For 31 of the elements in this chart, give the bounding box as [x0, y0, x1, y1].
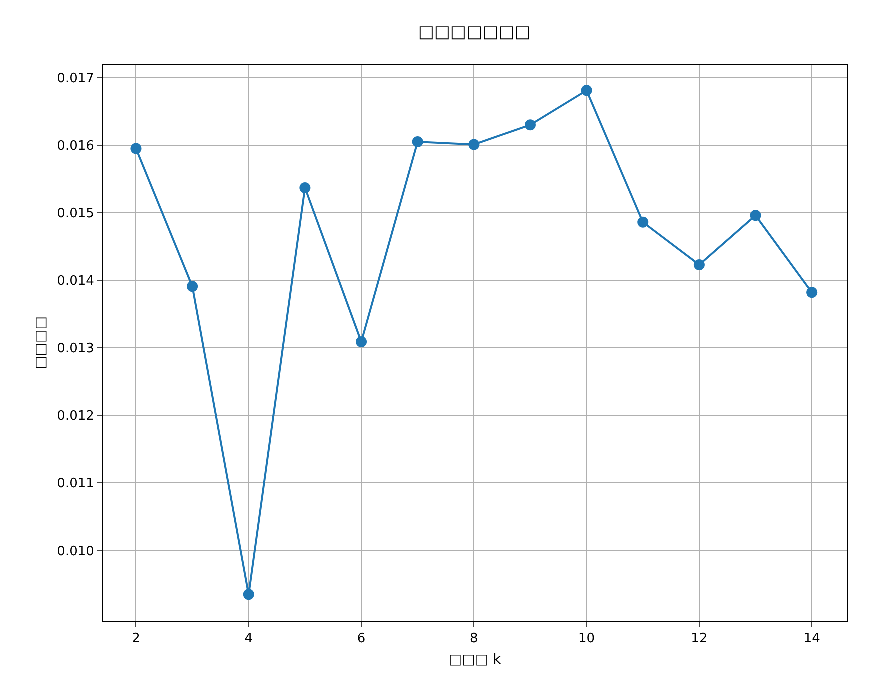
- point: [412, 136, 424, 148]
- point: [130, 143, 142, 154]
- point: [356, 336, 368, 348]
- point: [468, 139, 480, 150]
- point: [187, 281, 198, 292]
- y-tick-label: 0.015: [57, 206, 94, 222]
- y-tick-label: 0.017: [57, 71, 94, 86]
- point: [638, 216, 649, 228]
- point: [806, 287, 818, 298]
- y-tick-label: 0.013: [57, 342, 94, 357]
- y-tick-label: 0.014: [57, 274, 94, 290]
- x-tick-label: 4: [244, 632, 254, 647]
- x-tick-label: 10: [578, 632, 596, 647]
- y-tick-label: 0.010: [57, 544, 94, 560]
- point: [750, 210, 762, 222]
- chart-title: □□□□□□□: [418, 22, 531, 42]
- x-axis-title: □□□ k: [448, 652, 502, 668]
- y-tick-label: 0.011: [57, 476, 94, 492]
- x-tick-label: 12: [691, 632, 708, 647]
- x-tick-label: 14: [804, 632, 820, 647]
- x-tick-label: 6: [357, 632, 366, 647]
- y-tick-label: 0.016: [57, 138, 94, 154]
- point: [243, 589, 254, 600]
- x-tick-label: 2: [132, 632, 140, 647]
- point: [581, 85, 592, 96]
- x-tick-label: 8: [470, 632, 478, 647]
- y-tick-label: 0.012: [57, 409, 94, 424]
- point: [694, 259, 705, 270]
- point: [524, 120, 536, 131]
- point: [300, 182, 311, 194]
- y-axis-title: □□□□: [32, 316, 49, 370]
